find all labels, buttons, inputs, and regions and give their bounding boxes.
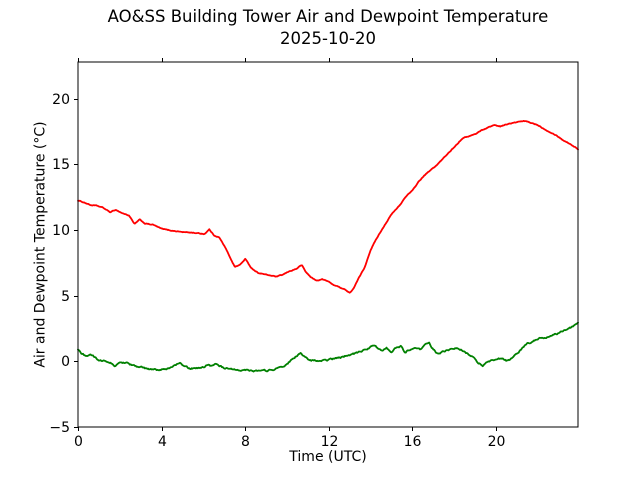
y-tick-label: 15 <box>52 157 70 173</box>
y-tick-label: 20 <box>52 92 70 108</box>
x-tick-label: 0 <box>74 434 83 450</box>
series-line-air-temperature <box>77 120 579 294</box>
x-tick-label: 8 <box>241 434 250 450</box>
y-tick-label: 0 <box>61 354 70 370</box>
plot-border <box>77 61 579 428</box>
x-tick-label: 20 <box>488 434 506 450</box>
chart-title: AO&SS Building Tower Air and Dewpoint Te… <box>107 7 549 26</box>
chart-subtitle: 2025-10-20 <box>280 29 376 48</box>
x-tick-label: 16 <box>404 434 422 450</box>
x-axis-label: Time (UTC) <box>289 449 367 465</box>
y-tick-label: 10 <box>52 223 70 239</box>
x-tick-label: 12 <box>321 434 339 450</box>
series-line-dewpoint-temperature <box>77 321 579 373</box>
y-tick-label: −5 <box>49 420 70 436</box>
x-tick-label: 4 <box>158 434 167 450</box>
y-tick-label: 5 <box>61 289 70 305</box>
